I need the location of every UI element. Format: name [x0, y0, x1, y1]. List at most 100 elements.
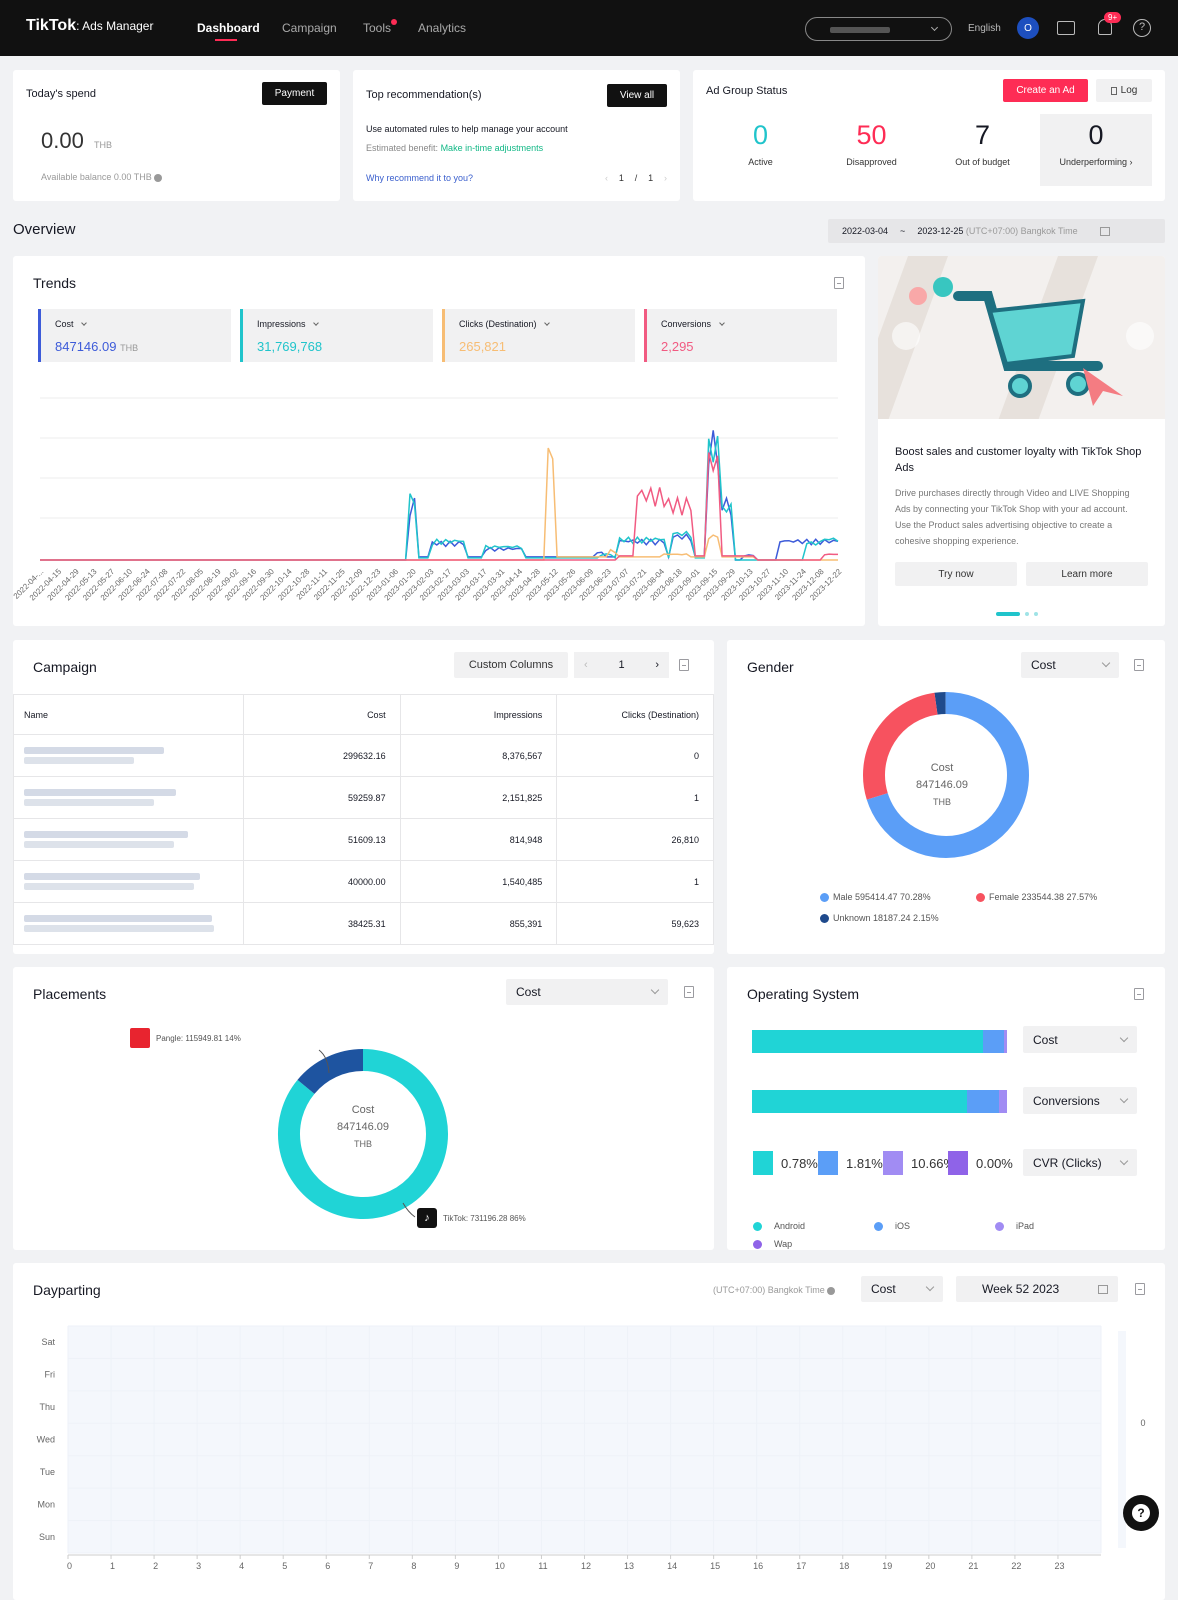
account-selector[interactable]: [805, 17, 952, 41]
view-all-button[interactable]: View all: [607, 84, 667, 107]
tools-dot-icon: [391, 19, 398, 25]
stat-underperforming[interactable]: 0 Underperforming ›: [1040, 114, 1152, 186]
dayparting-metric-select[interactable]: Cost: [861, 1276, 943, 1302]
legend-unknown[interactable]: Unknown 18187.24 2.15%: [820, 913, 939, 924]
hour-label: 22: [1011, 1561, 1021, 1571]
payment-button[interactable]: Payment: [262, 82, 327, 105]
create-ad-button[interactable]: Create an Ad: [1003, 79, 1088, 102]
benefit-link[interactable]: Make in-time adjustments: [440, 143, 544, 153]
column-cost[interactable]: Cost: [242, 694, 401, 735]
campaign-name-blurred[interactable]: [13, 860, 244, 903]
placements-metric-select[interactable]: Cost: [506, 979, 668, 1005]
metric-value: 2,295: [661, 339, 694, 354]
reco-title: Top recommendation(s): [366, 89, 482, 101]
stat-out-of-budget[interactable]: 7 Out of budget: [955, 120, 1010, 167]
campaign-name-blurred[interactable]: [13, 734, 244, 777]
date-range-picker[interactable]: 2022-03-04 ~ 2023-12-25 (UTC+07:00) Bang…: [828, 219, 1165, 243]
table-row[interactable]: 38425.31 855,391 59,623: [13, 902, 714, 945]
avatar[interactable]: O: [1017, 17, 1039, 39]
learn-more-button[interactable]: Learn more: [1026, 562, 1148, 586]
download-icon[interactable]: [1135, 1283, 1145, 1295]
os-cost-select[interactable]: Cost: [1023, 1026, 1137, 1053]
color-scale-bar: [1118, 1331, 1126, 1548]
os-legend-item[interactable]: iOS: [874, 1221, 910, 1231]
language-selector[interactable]: English: [968, 23, 1001, 34]
nav-tools[interactable]: Tools: [363, 19, 398, 35]
active-tab-indicator: [215, 39, 237, 41]
os-bar-segment[interactable]: [752, 1030, 983, 1053]
try-now-button[interactable]: Try now: [895, 562, 1017, 586]
download-icon[interactable]: [1134, 988, 1144, 1000]
nav-dashboard[interactable]: Dashboard: [197, 21, 260, 41]
metric-tab-1[interactable]: Impressions 31,769,768: [240, 309, 433, 362]
campaign-name-blurred[interactable]: [13, 902, 244, 945]
download-icon[interactable]: [684, 986, 694, 998]
gender-metric-select[interactable]: Cost: [1021, 652, 1119, 678]
chevron-right-icon[interactable]: ›: [663, 173, 667, 183]
legend-dot: [753, 1239, 762, 1249]
trends-card: Trends Cost 847146.09 THB Impressions 31,…: [13, 256, 865, 626]
donut-slice-1[interactable]: [297, 1049, 364, 1095]
help-icon[interactable]: ?: [1133, 19, 1151, 37]
stat-disapproved[interactable]: 50 Disapproved: [846, 120, 897, 167]
carousel-dots[interactable]: [996, 612, 1038, 616]
info-icon[interactable]: [827, 1286, 836, 1295]
hour-label: 13: [624, 1561, 634, 1571]
hour-label: 3: [196, 1561, 201, 1571]
campaign-name-blurred[interactable]: [13, 818, 244, 861]
os-bar-segment[interactable]: [999, 1090, 1007, 1113]
legend-female[interactable]: Female 233544.38 27.57%: [976, 892, 1097, 903]
campaign-name-blurred[interactable]: [13, 776, 244, 819]
os-bar-segment[interactable]: [982, 1030, 1005, 1053]
floating-help-button[interactable]: ?: [1123, 1495, 1159, 1531]
column-clicks[interactable]: Clicks (Destination): [556, 694, 714, 735]
table-row[interactable]: 40000.00 1,540,485 1: [13, 860, 714, 903]
metric-tab-3[interactable]: Conversions 2,295: [644, 309, 837, 362]
chevron-left-icon[interactable]: ‹: [584, 659, 588, 671]
metric-tab-0[interactable]: Cost 847146.09 THB: [38, 309, 231, 362]
ad-group-title: Ad Group Status: [706, 85, 788, 97]
table-row[interactable]: 59259.87 2,151,825 1: [13, 776, 714, 819]
os-bar-segment[interactable]: [752, 1090, 968, 1113]
log-button[interactable]: Log: [1096, 79, 1152, 102]
column-name[interactable]: Name: [13, 694, 244, 735]
os-legend-item[interactable]: Android: [753, 1221, 805, 1231]
custom-columns-button[interactable]: Custom Columns: [454, 652, 568, 678]
cvr-item: 10.66%: [883, 1151, 955, 1175]
table-row[interactable]: 299632.16 8,376,567 0: [13, 734, 714, 777]
week-picker[interactable]: Week 52 2023: [956, 1276, 1118, 1302]
nav-analytics[interactable]: Analytics: [418, 21, 467, 35]
table-row[interactable]: 51609.13 814,948 26,810: [13, 818, 714, 861]
column-impressions[interactable]: Impressions: [399, 694, 558, 735]
donut-slice-1[interactable]: [866, 691, 1029, 858]
why-recommend-link[interactable]: Why recommend it to you?: [366, 173, 474, 183]
briefcase-icon[interactable]: [1057, 21, 1075, 35]
reco-text: Use automated rules to help manage your …: [366, 124, 568, 134]
stat-active[interactable]: 0 Active: [748, 120, 773, 167]
help-icon: ?: [1132, 1504, 1150, 1522]
cvr-swatch: [883, 1151, 903, 1175]
os-conversions-select[interactable]: Conversions: [1023, 1087, 1137, 1114]
legend-male[interactable]: Male 595414.47 70.28%: [820, 892, 931, 903]
os-cvr-select[interactable]: CVR (Clicks): [1023, 1149, 1137, 1176]
chevron-left-icon[interactable]: ‹: [605, 173, 608, 183]
info-icon[interactable]: [154, 173, 163, 182]
donut-slice-0[interactable]: [934, 692, 946, 715]
metric-tab-2[interactable]: Clicks (Destination) 265,821: [442, 309, 635, 362]
campaign-pager[interactable]: ‹ 1 ›: [574, 652, 669, 678]
tiktok-leader-line: [402, 1202, 416, 1218]
download-icon[interactable]: [834, 277, 844, 289]
donut-slice-2[interactable]: [863, 692, 938, 800]
os-bar-segment[interactable]: [1004, 1030, 1007, 1053]
chevron-right-icon[interactable]: ›: [655, 659, 659, 671]
calendar-icon: [1098, 1284, 1108, 1294]
pangle-label: Pangle: 115949.81 14%: [130, 1028, 241, 1048]
nav-campaign[interactable]: Campaign: [282, 21, 337, 35]
tiktok-logo[interactable]: TikTok: Ads Manager: [26, 17, 154, 34]
donut-slice-0[interactable]: [278, 1049, 448, 1219]
os-legend-item[interactable]: iPad: [995, 1221, 1034, 1231]
os-bar-segment[interactable]: [967, 1090, 1000, 1113]
download-icon[interactable]: [679, 659, 689, 671]
os-legend-item[interactable]: Wap: [753, 1239, 792, 1249]
download-icon[interactable]: [1134, 659, 1144, 671]
